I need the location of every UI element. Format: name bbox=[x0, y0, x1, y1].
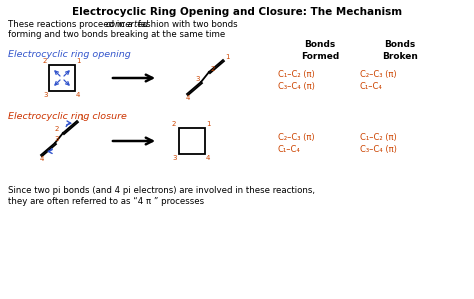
Text: Since two pi bonds (and 4 pi electrons) are involved in these reactions,: Since two pi bonds (and 4 pi electrons) … bbox=[8, 186, 315, 195]
Text: concerted: concerted bbox=[105, 20, 148, 29]
Text: they are often referred to as “4 π ” processes: they are often referred to as “4 π ” pro… bbox=[8, 197, 204, 206]
Text: 4: 4 bbox=[40, 156, 45, 162]
Text: 1: 1 bbox=[206, 121, 210, 127]
Text: C₁–C₄: C₁–C₄ bbox=[360, 82, 383, 91]
Text: 1: 1 bbox=[76, 58, 81, 64]
Text: 2: 2 bbox=[43, 58, 47, 64]
Text: 1: 1 bbox=[79, 115, 83, 121]
Text: 4: 4 bbox=[206, 155, 210, 161]
Text: 1: 1 bbox=[225, 54, 229, 60]
Text: C₃–C₄ (π): C₃–C₄ (π) bbox=[278, 82, 315, 91]
Text: 3: 3 bbox=[54, 136, 58, 142]
Text: 2: 2 bbox=[211, 66, 215, 72]
Text: Electrocyclic ring opening: Electrocyclic ring opening bbox=[8, 50, 131, 59]
Text: forming and two bonds breaking at the same time: forming and two bonds breaking at the sa… bbox=[8, 30, 225, 39]
Bar bbox=[179, 128, 205, 154]
Text: Bonds
Broken: Bonds Broken bbox=[382, 40, 418, 61]
Text: Bonds
Formed: Bonds Formed bbox=[301, 40, 339, 61]
Text: C₁–C₂ (π): C₁–C₂ (π) bbox=[278, 70, 315, 79]
Text: 3: 3 bbox=[195, 76, 200, 82]
Text: 4: 4 bbox=[76, 92, 81, 98]
Text: 2: 2 bbox=[55, 126, 59, 132]
Text: C₂–C₃ (π): C₂–C₃ (π) bbox=[278, 133, 315, 142]
Text: Electrocyclic ring closure: Electrocyclic ring closure bbox=[8, 112, 127, 121]
Text: 3: 3 bbox=[43, 92, 47, 98]
Text: C₁–C₂ (π): C₁–C₂ (π) bbox=[360, 133, 397, 142]
Text: 2: 2 bbox=[172, 121, 176, 127]
Text: 4: 4 bbox=[186, 95, 191, 101]
Text: C₃–C₄ (π): C₃–C₄ (π) bbox=[360, 145, 397, 154]
Text: Electrocyclic Ring Opening and Closure: The Mechanism: Electrocyclic Ring Opening and Closure: … bbox=[72, 7, 402, 17]
Bar bbox=[49, 65, 75, 91]
Text: C₁–C₄: C₁–C₄ bbox=[278, 145, 301, 154]
Text: 3: 3 bbox=[172, 155, 176, 161]
Text: C₂–C₃ (π): C₂–C₃ (π) bbox=[360, 70, 397, 79]
Text: fashion with two bonds: fashion with two bonds bbox=[135, 20, 238, 29]
Text: These reactions proceed in a: These reactions proceed in a bbox=[8, 20, 136, 29]
